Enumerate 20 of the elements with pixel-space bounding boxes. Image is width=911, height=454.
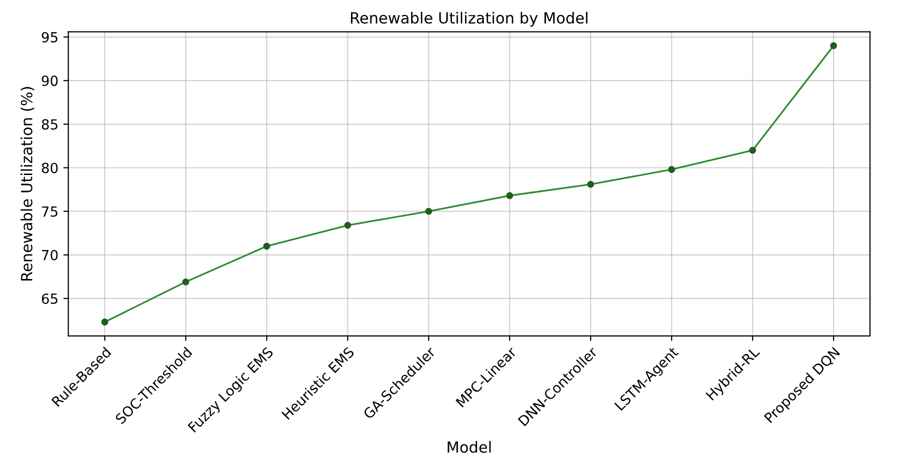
y-tick-label: 80 [42,162,58,174]
y-tick-label: 65 [42,293,58,304]
point [425,208,432,215]
point [344,222,352,229]
point [182,278,190,286]
x-axis-title: Model [448,441,491,453]
y-tick-label: 95 [42,32,58,42]
point [587,180,594,188]
point [101,318,108,326]
point [830,42,838,50]
point [668,166,676,173]
point [263,242,270,250]
y-tick-label: 85 [42,119,58,130]
chart-title: Renewable Utilization by Model [350,12,588,27]
y-tick-label: 75 [42,206,58,217]
point [749,146,756,154]
y-tick-label: 90 [42,76,58,86]
y-tick-label: 70 [42,250,58,260]
point [506,192,514,200]
y-axis-title: Renewable Utilization (%) [20,87,34,281]
